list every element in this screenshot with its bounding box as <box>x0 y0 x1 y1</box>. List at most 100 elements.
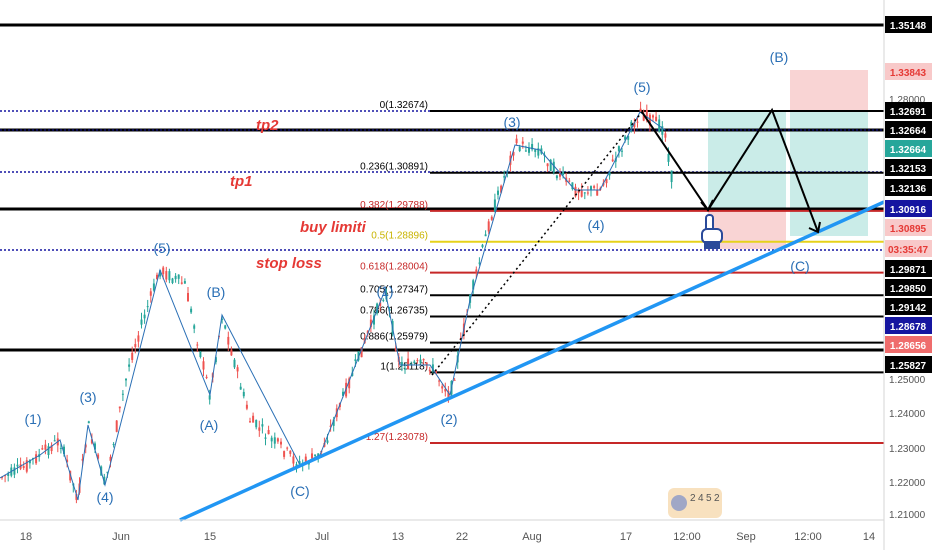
price-label-bg <box>885 260 932 277</box>
candle-body <box>481 244 484 248</box>
candle-body <box>441 386 444 389</box>
wave-label: (4) <box>96 489 113 505</box>
candle-body <box>1 477 3 479</box>
candle-body <box>311 453 313 459</box>
candle-body <box>633 122 636 128</box>
candle-body <box>425 362 428 366</box>
candle-body <box>552 161 555 173</box>
price-label: 03:35:47 <box>888 245 928 256</box>
wave-label: (B) <box>770 49 789 65</box>
wave-label: (1) <box>376 283 393 299</box>
candle-body <box>639 108 642 113</box>
fib-label: 0.618(1.28004) <box>360 262 428 273</box>
price-label-bg <box>885 16 932 33</box>
candle-body <box>59 448 62 450</box>
candle-body <box>47 446 50 455</box>
annotation-tp1: tp1 <box>230 173 253 190</box>
candle-body <box>664 133 667 138</box>
price-label-bg <box>885 240 932 257</box>
price-label-bg <box>885 317 932 334</box>
candle-body <box>75 494 78 500</box>
flag-icon <box>671 495 687 511</box>
candle-body <box>224 325 227 329</box>
candle-body <box>94 443 96 450</box>
watermark-digit: 2 <box>714 493 720 504</box>
fib-label: 0.705(1.27347) <box>360 284 428 295</box>
x-tick-label: 13 <box>392 531 404 543</box>
candle-body <box>314 454 317 457</box>
price-label-bg <box>885 121 932 138</box>
target-zone-1 <box>708 111 786 211</box>
price-label: 1.28656 <box>890 341 927 352</box>
candle-body <box>41 448 44 450</box>
wave-label: (5) <box>153 240 170 256</box>
candle-body <box>512 151 515 156</box>
candle-body <box>118 406 121 409</box>
wave-path <box>0 111 666 501</box>
candle-body <box>280 441 282 445</box>
candle-body <box>131 352 134 360</box>
candle-body <box>255 419 258 428</box>
price-label-bg <box>885 356 932 373</box>
candle-body <box>611 159 614 162</box>
candle-body <box>171 278 174 284</box>
candle-body <box>447 391 450 398</box>
candle-body <box>168 271 171 281</box>
candle-body <box>90 439 93 444</box>
price-label-bg <box>885 102 932 119</box>
wave-labels: (1) (3) (4) (5) (A) (B) (C) (1) (2) (3) (4) (5) (B) (… <box>24 49 809 505</box>
candle-body <box>87 421 90 424</box>
candle-body <box>624 136 627 140</box>
candle-body <box>236 367 239 372</box>
x-tick-label: Sep <box>736 531 756 543</box>
fib-label: 1(1.25118) <box>380 361 428 372</box>
candle-body <box>298 461 301 465</box>
x-tick-label: Aug <box>522 531 542 543</box>
candle-body <box>233 359 236 368</box>
candle-body <box>276 438 279 442</box>
candle-body <box>580 189 583 197</box>
candle-body <box>521 141 524 144</box>
candle-body <box>214 357 217 363</box>
candle-body <box>376 303 379 314</box>
wave-label: (C) <box>290 483 309 499</box>
x-tick-label: Jul <box>315 531 329 543</box>
candle-body <box>264 437 267 439</box>
candle-body <box>208 395 211 400</box>
price-label: 1.30916 <box>890 205 927 216</box>
price-label-bg <box>885 298 932 315</box>
candle-body <box>537 148 540 156</box>
scale-tick: 1.21000 <box>889 510 926 521</box>
candle-body <box>329 425 332 427</box>
candle-body <box>444 389 447 392</box>
candle-body <box>35 454 38 464</box>
candle-body <box>66 459 69 463</box>
wave-lines <box>0 111 666 501</box>
support-trendline <box>179 200 885 522</box>
candle-body <box>608 172 611 176</box>
candle-body <box>307 463 310 465</box>
candle-body <box>44 444 47 450</box>
candle-body <box>143 314 146 319</box>
candle-body <box>292 456 295 464</box>
watermark-badge: 2 4 5 2 <box>668 488 722 518</box>
candle-body <box>174 275 177 280</box>
fib-anchor-line <box>431 111 643 376</box>
candle-body <box>431 364 434 372</box>
price-label-bg <box>885 336 932 353</box>
candle-body <box>242 391 245 397</box>
candle-body <box>438 380 441 382</box>
candle-body <box>515 138 518 144</box>
candle-body <box>621 150 623 152</box>
x-tick-label: 12:00 <box>673 531 701 543</box>
candle-body <box>193 325 196 329</box>
price-labels: 1.35148 1.33843 1.32691 1.32664 1.32664 1.321… <box>885 16 932 373</box>
x-tick-label: 15 <box>204 531 216 543</box>
candle-body <box>648 114 651 126</box>
candle-body <box>534 149 537 152</box>
candle-body <box>422 358 425 361</box>
candle-body <box>524 150 527 152</box>
candle-body <box>115 420 118 432</box>
candle-body <box>531 143 534 150</box>
